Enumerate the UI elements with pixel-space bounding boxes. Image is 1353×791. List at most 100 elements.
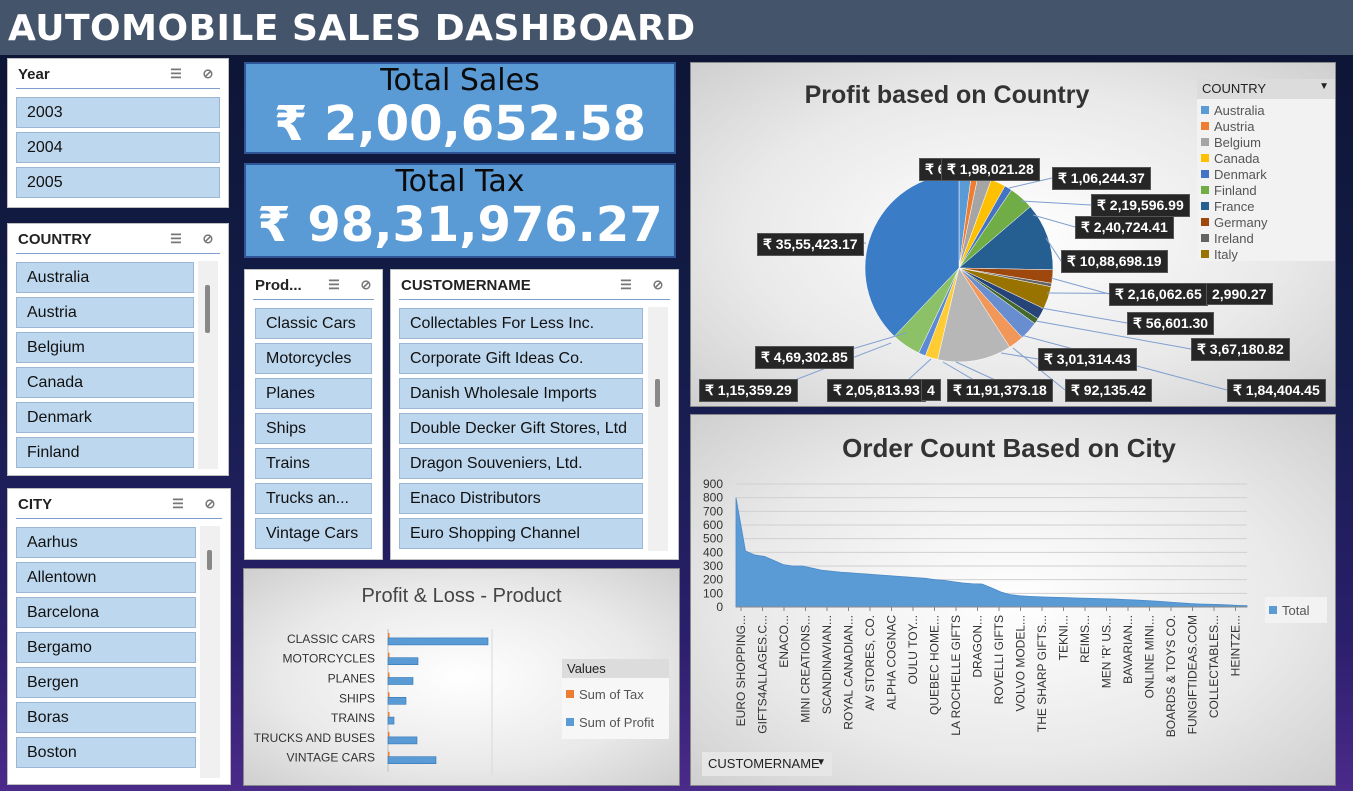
- city-scrollbar[interactable]: [200, 526, 220, 778]
- city-item[interactable]: Aarhus: [16, 527, 196, 558]
- country-scroll-thumb[interactable]: [205, 285, 210, 333]
- customer-item[interactable]: Enaco Distributors: [399, 483, 643, 514]
- product-item[interactable]: Ships: [255, 413, 372, 444]
- customer-scrollbar[interactable]: [648, 307, 668, 551]
- country-legend-item[interactable]: Ireland: [1197, 230, 1335, 246]
- tax-bar: [388, 652, 390, 658]
- product-item[interactable]: Trains: [255, 448, 372, 479]
- leader-line: [1008, 177, 1053, 189]
- country-legend-label: Denmark: [1214, 166, 1267, 182]
- clear-filter-icon[interactable]: ⊘: [202, 231, 214, 246]
- country-legend-item[interactable]: Australia: [1197, 102, 1335, 118]
- clear-filter-icon[interactable]: ⊘: [202, 66, 214, 81]
- profit-bar: [387, 736, 418, 745]
- product-item[interactable]: Motorcycles: [255, 343, 372, 374]
- legend-profit-label: Sum of Profit: [579, 714, 655, 730]
- country-legend-item[interactable]: Germany: [1197, 214, 1335, 230]
- product-item[interactable]: Vintage Cars: [255, 518, 372, 549]
- country-item[interactable]: Finland: [16, 437, 194, 468]
- product-slicer-list: Classic Cars Motorcycles Planes Ships Trains…: [245, 300, 382, 558]
- product-item[interactable]: Planes: [255, 378, 372, 409]
- area-x-tick-label: LA ROCHELLE GIFTS: [949, 615, 963, 736]
- country-legend-item[interactable]: France: [1197, 198, 1335, 214]
- country-legend-field[interactable]: COUNTRY ▼: [1197, 79, 1335, 99]
- multi-select-icon[interactable]: ☰: [170, 231, 182, 246]
- city-item[interactable]: Bergen: [16, 667, 196, 698]
- country-item[interactable]: Austria: [16, 297, 194, 328]
- multi-select-icon[interactable]: ☰: [328, 277, 340, 292]
- customer-slicer: CUSTOMERNAME ☰ ⊘ Collectables For Less I…: [390, 269, 679, 560]
- area-x-tick-label: COLLECTABLES...: [1207, 615, 1221, 718]
- country-swatch: [1201, 186, 1209, 194]
- country-swatch: [1201, 218, 1209, 226]
- country-legend-label: Germany: [1214, 214, 1268, 230]
- bar-category-label: TRAINS: [331, 711, 375, 725]
- city-item[interactable]: Allentown: [16, 562, 196, 593]
- country-legend-item[interactable]: Denmark: [1197, 166, 1335, 182]
- pie-data-label: ₹ 3,01,314.43: [1038, 348, 1137, 371]
- year-slicer-list: 2003 2004 2005: [8, 89, 228, 207]
- profit-country-chart: Profit based on Country COUNTRY ▼ Austra…: [690, 62, 1336, 407]
- product-slicer: Prod... ☰ ⊘ Classic Cars Motorcycles Plane…: [244, 269, 383, 560]
- clear-filter-icon[interactable]: ⊘: [652, 277, 664, 292]
- profit-bar: [387, 637, 489, 646]
- multi-select-icon[interactable]: ☰: [170, 66, 182, 81]
- year-item[interactable]: 2005: [16, 167, 220, 198]
- area-x-tick-label: ROVELLI GIFTS: [992, 615, 1006, 704]
- profit-bar: [387, 716, 395, 725]
- city-item[interactable]: Boston: [16, 737, 196, 768]
- year-item[interactable]: 2004: [16, 132, 220, 163]
- area-y-tick: 700: [703, 504, 723, 518]
- country-legend-label: Finland: [1214, 182, 1257, 198]
- customer-item[interactable]: Double Decker Gift Stores, Ltd: [399, 413, 643, 444]
- pie-data-label: ₹ 35,55,423.17: [757, 233, 864, 256]
- country-item[interactable]: Australia: [16, 262, 194, 293]
- country-legend-items: Australia Austria Belgium Canada Denmark Finl…: [1197, 99, 1335, 262]
- area-x-tick-label: MINI CREATIONS...: [799, 615, 813, 723]
- pie-data-label: ₹ 1,84,404.45: [1227, 379, 1326, 402]
- country-scrollbar[interactable]: [198, 261, 218, 469]
- country-legend-item[interactable]: Finland: [1197, 182, 1335, 198]
- pie-data-label: ₹ 2,05,813.93: [827, 379, 926, 402]
- pie-data-label: ₹ 2,40,724.41: [1075, 216, 1174, 239]
- profit-bar: [387, 657, 419, 665]
- multi-select-icon[interactable]: ☰: [172, 496, 184, 511]
- city-item[interactable]: Boras: [16, 702, 196, 733]
- city-slicer-list: Aarhus Allentown Barcelona Bergamo Bergen Bor…: [8, 519, 204, 771]
- country-legend-item[interactable]: Austria: [1197, 118, 1335, 134]
- area-x-tick-label: AV STORES, CO.: [863, 615, 877, 711]
- dropdown-arrow-icon[interactable]: ▼: [816, 757, 826, 768]
- country-swatch: [1201, 154, 1209, 162]
- customer-scroll-thumb[interactable]: [655, 379, 660, 407]
- city-scroll-thumb[interactable]: [207, 550, 212, 570]
- country-legend-item[interactable]: Canada: [1197, 150, 1335, 166]
- year-item[interactable]: 2003: [16, 97, 220, 128]
- country-legend-item[interactable]: Belgium: [1197, 134, 1335, 150]
- country-item[interactable]: Denmark: [16, 402, 194, 433]
- customer-item[interactable]: Dragon Souveniers, Ltd.: [399, 448, 643, 479]
- total-sales-label: Total Sales: [380, 63, 540, 98]
- pie-data-label: ₹ 92,135.42: [1065, 379, 1153, 402]
- product-item[interactable]: Classic Cars: [255, 308, 372, 339]
- country-legend-item[interactable]: Italy: [1197, 246, 1335, 262]
- dropdown-arrow-icon[interactable]: ▼: [1319, 81, 1329, 92]
- tax-bar: [388, 731, 390, 737]
- area-x-tick-label: HEINTZE...: [1229, 615, 1243, 676]
- area-y-tick: 500: [703, 532, 723, 546]
- city-item[interactable]: Barcelona: [16, 597, 196, 628]
- customer-item[interactable]: Euro Shopping Channel: [399, 518, 643, 549]
- leader-line: [1035, 320, 1192, 350]
- city-item[interactable]: Bergamo: [16, 632, 196, 663]
- customer-item[interactable]: Collectables For Less Inc.: [399, 308, 643, 339]
- tax-bar: [388, 672, 390, 678]
- product-item[interactable]: Trucks an...: [255, 483, 372, 514]
- clear-filter-icon[interactable]: ⊘: [204, 496, 216, 511]
- customername-field-button[interactable]: CUSTOMERNAME ▼: [702, 752, 832, 776]
- multi-select-icon[interactable]: ☰: [620, 277, 632, 292]
- country-swatch: [1201, 202, 1209, 210]
- country-item[interactable]: Belgium: [16, 332, 194, 363]
- clear-filter-icon[interactable]: ⊘: [360, 277, 372, 292]
- country-item[interactable]: Canada: [16, 367, 194, 398]
- customer-item[interactable]: Corporate Gift Ideas Co.: [399, 343, 643, 374]
- customer-item[interactable]: Danish Wholesale Imports: [399, 378, 643, 409]
